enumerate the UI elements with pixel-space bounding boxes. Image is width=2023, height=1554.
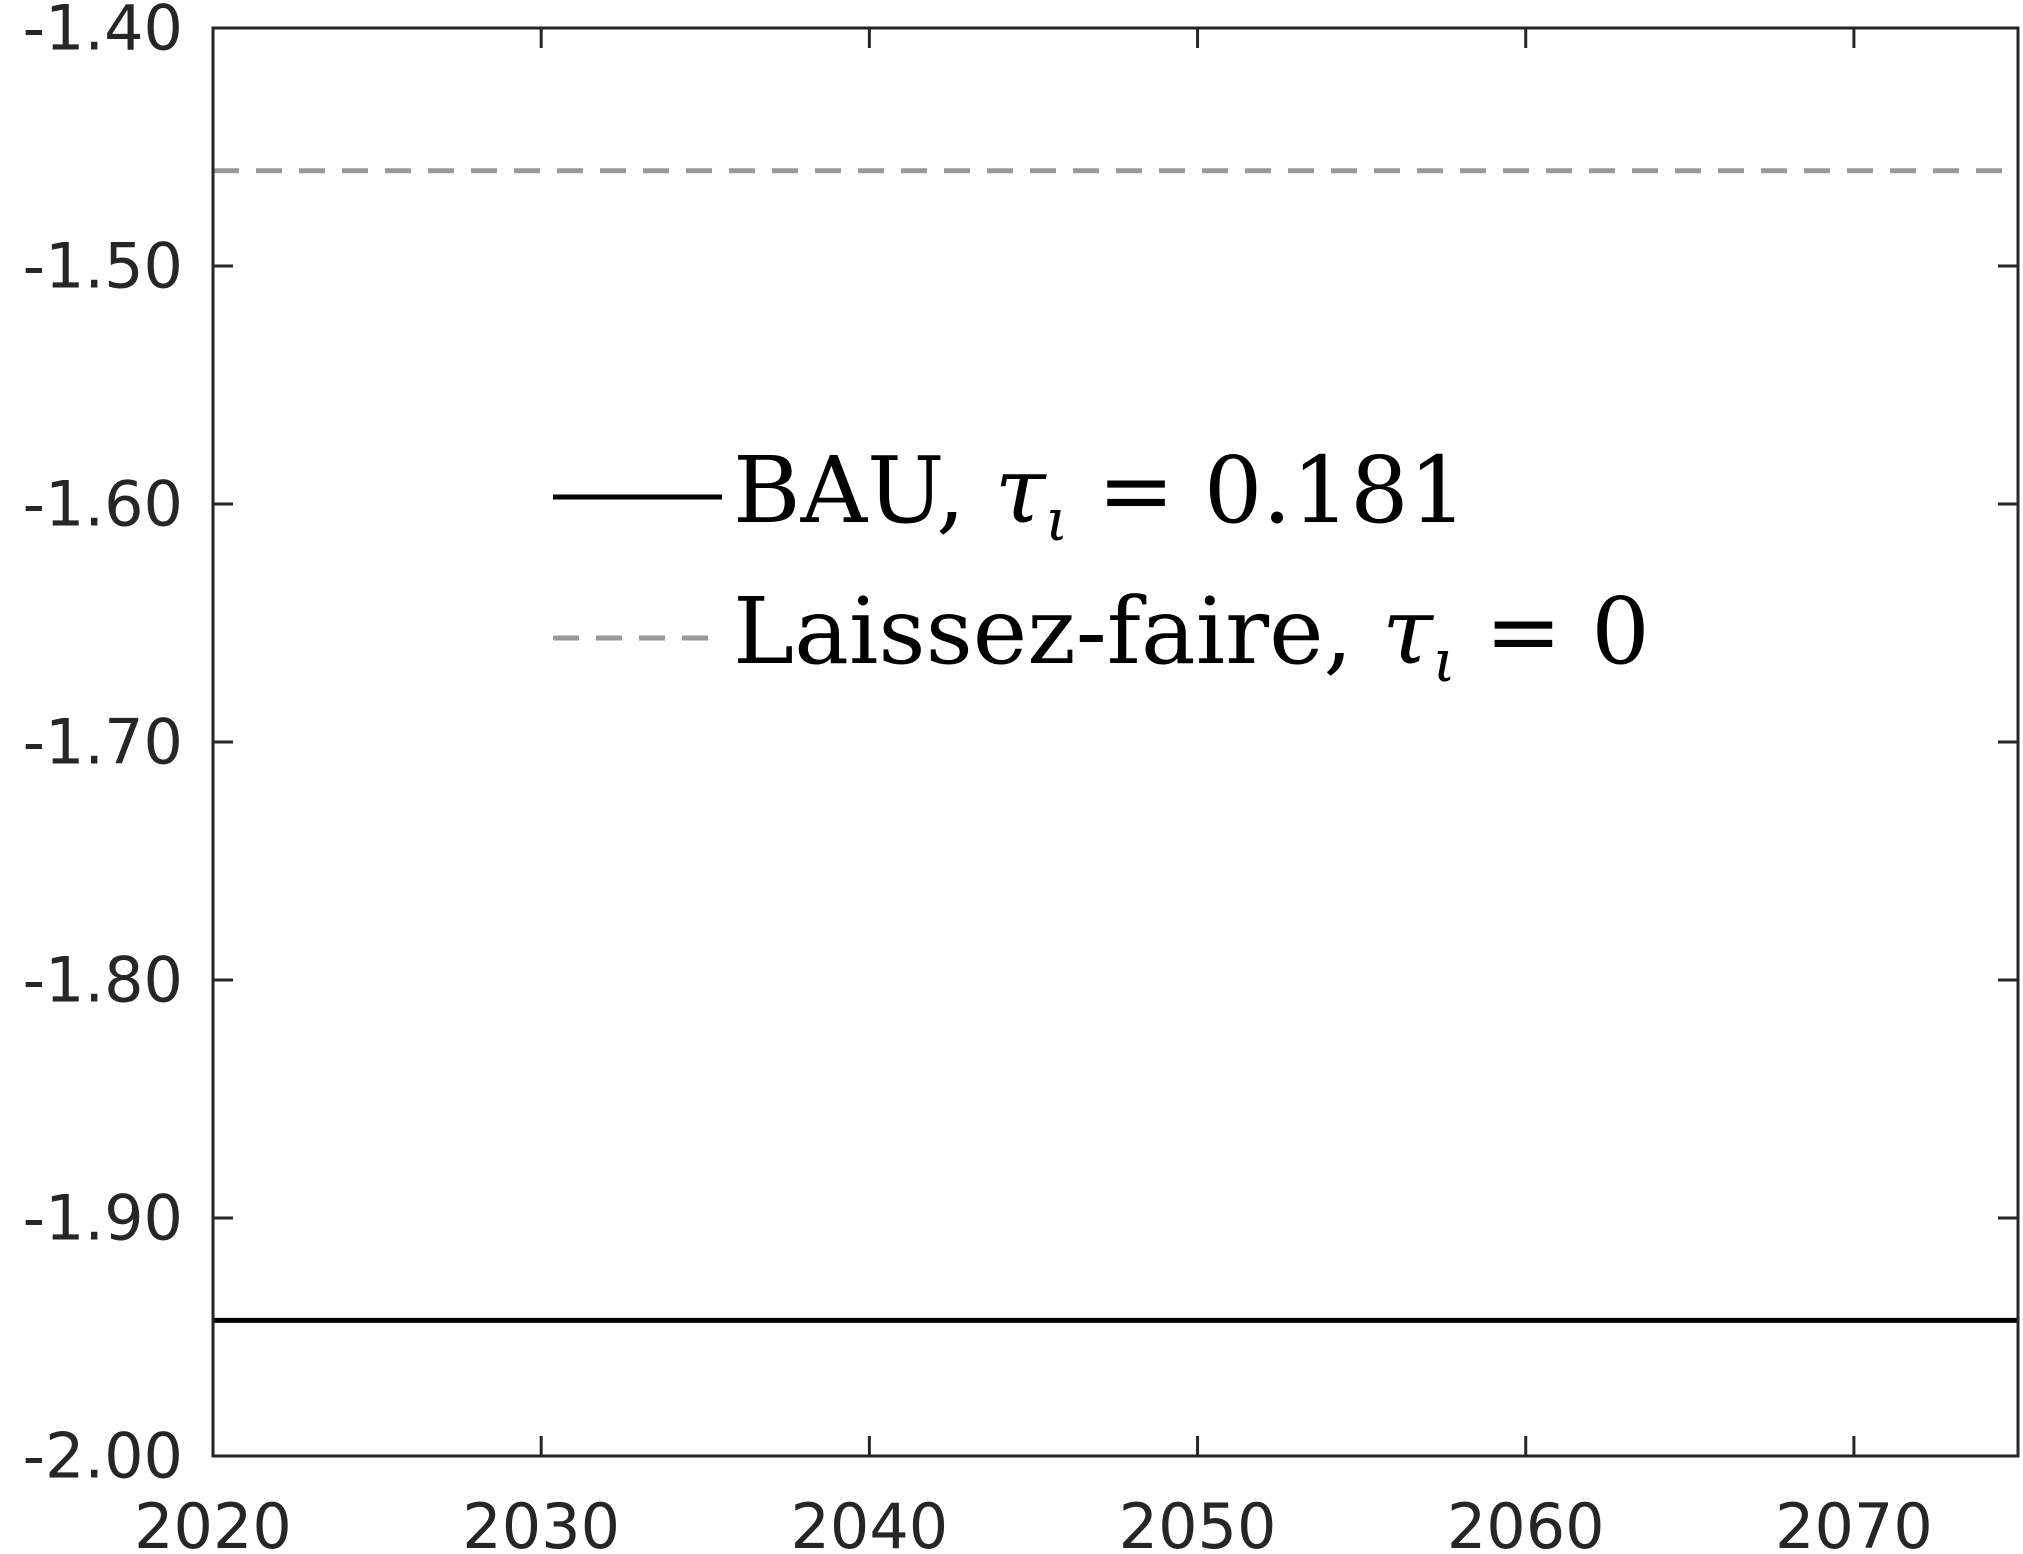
y-tick-label-4: -1.70 xyxy=(23,706,183,779)
series-layer xyxy=(213,168,2018,1323)
y-tick-label-2: -1.50 xyxy=(23,230,183,303)
x-tick-label-2: 2030 xyxy=(462,1490,620,1554)
y-tick-label-5: -1.80 xyxy=(23,944,183,1017)
axis-ticks xyxy=(211,26,2018,1458)
x-tick-label-6: 2070 xyxy=(1775,1490,1933,1554)
y-tick-label-3: -1.60 xyxy=(23,468,183,541)
x-tick-label-4: 2050 xyxy=(1119,1490,1277,1554)
y-axis-tick-labels: -1.40 -1.50 -1.60 -1.70 -1.80 -1.90 -2.00 xyxy=(23,0,183,1493)
x-tick-label-3: 2040 xyxy=(790,1490,948,1554)
legend-entry-1: BAU, τι = 0.181 xyxy=(733,437,1467,554)
legend-entry-2: Laissez-faire, τι = 0 xyxy=(733,578,1650,695)
y-tick-label-6: -1.90 xyxy=(23,1182,183,1255)
x-tick-label-5: 2060 xyxy=(1447,1490,1605,1554)
legend: BAU, τι = 0.181 Laissez-faire, τι = 0 xyxy=(553,437,1650,695)
x-tick-label-1: 2020 xyxy=(134,1490,292,1554)
y-tick-label-1: -1.40 xyxy=(23,0,183,65)
plot-area-frame xyxy=(211,26,2020,1458)
y-tick-label-7: -2.00 xyxy=(23,1420,183,1493)
x-axis-tick-labels: 2020 2030 2040 2050 2060 2070 xyxy=(134,1490,1933,1554)
